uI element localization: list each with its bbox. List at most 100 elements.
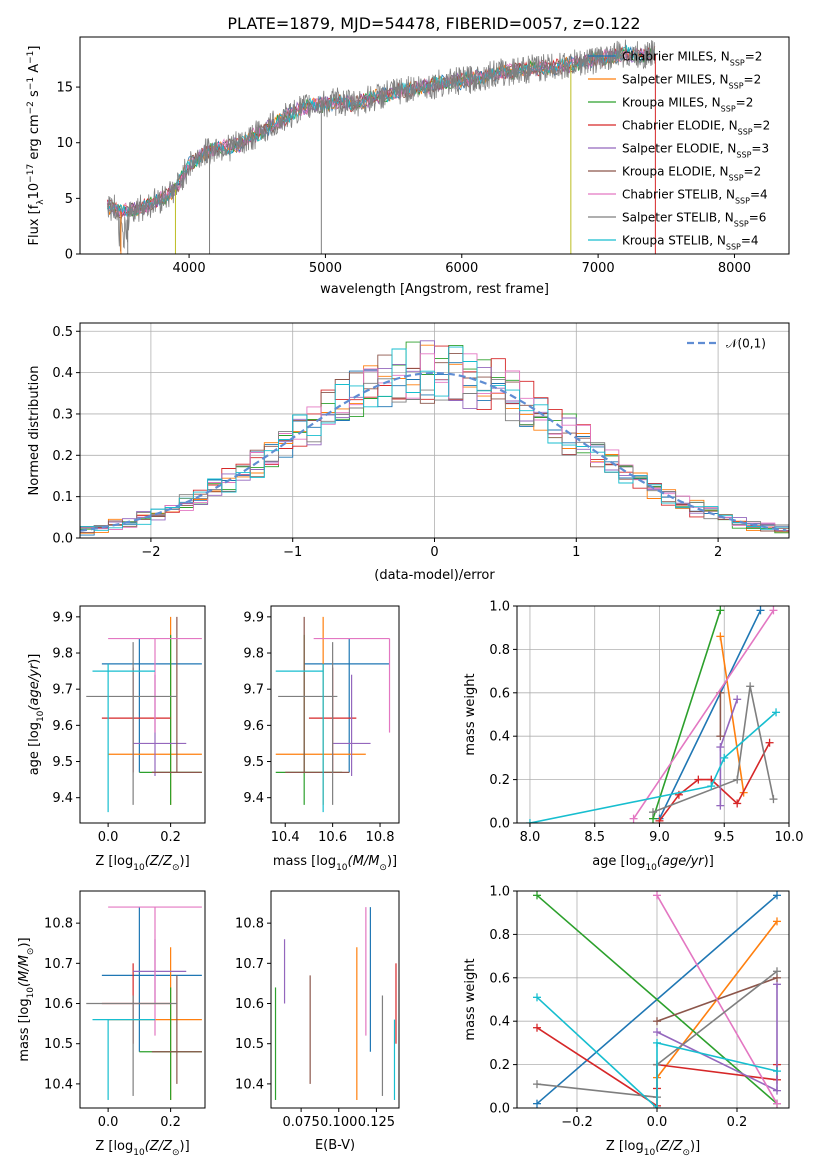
spectrum-ytick-label: 5: [65, 192, 73, 207]
legend-entry-label: Salpeter STELIB, N: [622, 211, 734, 225]
residuals-ytick-label: 0.0: [52, 532, 73, 547]
spectrum-ylabel-part: −17: [26, 164, 36, 183]
age-vs-Z-ytick-label: 9.9: [52, 610, 73, 625]
age-vs-mass-xtick-label: 10.8: [366, 830, 395, 845]
mass-vs-Z-ytick-label: 10.6: [44, 997, 73, 1012]
weight-vs-age-ytick-label: 1.0: [489, 600, 510, 615]
weight-vs-age-xlabel-part: (age/yr: [657, 854, 705, 869]
weight-vs-Z-xlabel-part: (Z/Z: [655, 1139, 683, 1154]
legend-entry-value: =4: [741, 234, 759, 248]
age-vs-mass-ytick-label: 9.9: [243, 610, 264, 625]
model-spectrum-line: [106, 47, 656, 220]
spectrum-ylabel-part: Flux [f: [27, 204, 42, 245]
residuals-ytick-label: 0.2: [52, 449, 73, 464]
mass-vs-ebv-xlabel: E(B-V): [315, 1138, 355, 1153]
mass-vs-Z-xtick-label: 0.2: [160, 1115, 181, 1130]
spectrum-xtick-label: 5000: [309, 261, 342, 276]
age-vs-mass-plot-area: [275, 616, 391, 813]
weight-vs-age-xlabel: age [log10(age/yr)]: [592, 854, 714, 873]
weight-vs-age-xtick-label: 8.5: [584, 830, 605, 845]
legend-entry-subscript: SSP: [738, 127, 753, 136]
legend-entry-value: =2: [744, 73, 762, 87]
weight-vs-age-ytick-label: 0.4: [489, 730, 510, 745]
weight-Z-line: [656, 894, 778, 1105]
legend-entry-value: =2: [753, 119, 771, 133]
mass-vs-Z-ytick-label: 10.4: [44, 1077, 73, 1092]
age-vs-Z-xlabel: Z [log10(Z/Z⊙)]: [95, 854, 189, 873]
age-vs-mass-frame: [270, 605, 400, 824]
mass-vs-Z-xtick-label: 0.0: [98, 1115, 119, 1130]
weight-Z-line: [536, 894, 778, 1105]
weight-vs-Z-frame: [516, 890, 790, 1109]
weight-age-line: [652, 686, 775, 813]
weight-vs-Z-ylabel: mass weight: [463, 958, 478, 1040]
mass-vs-Z-plot-area: [86, 906, 202, 1100]
residuals-ytick-label: 0.5: [52, 325, 73, 340]
weight-vs-age-xtick-label: 10.0: [775, 830, 804, 845]
mass-vs-ebv-ytick-label: 10.4: [235, 1077, 264, 1092]
age-vs-Z-xlabel-part: log: [113, 854, 133, 869]
age-vs-mass-xlabel-part: (M/M: [348, 854, 380, 869]
age-vs-Z-plot-area: [86, 616, 202, 813]
residuals-xtick-label: 0: [430, 545, 438, 560]
weight-vs-age-ytick-label: 0.2: [489, 773, 510, 788]
age-vs-Z-panel: 0.0 0.29.49.59.69.79.89.9Z [log10(Z/Z⊙)]a…: [27, 605, 206, 873]
age-vs-mass-ytick-label: 9.6: [243, 719, 264, 734]
age-vs-mass-xtick-label: 10.6: [318, 830, 347, 845]
mass-vs-Z-ylabel-part: log: [17, 998, 32, 1018]
age-vs-mass-xlabel-part: )]: [387, 854, 397, 869]
mass-vs-Z-ytick-label: 10.8: [44, 917, 73, 932]
residuals-frame: [79, 322, 790, 539]
age-vs-mass-xlabel-part: mass [: [273, 854, 316, 869]
spectrum-xtick-label: 8000: [718, 261, 751, 276]
age-vs-Z-ylabel-part: age [: [27, 742, 42, 775]
legend-entry: Kroupa STELIB, NSSP=4: [622, 234, 759, 252]
age-vs-mass-xlabel-part: 10: [336, 863, 348, 873]
residuals-panel: −2 −1 0 1 2 0.0 0.1 0.2 0.3 0.4 0.5 (data-model)/er…: [27, 322, 790, 583]
legend-entry: Salpeter ELODIE, NSSP=3: [622, 142, 769, 160]
age-vs-Z-xlabel-part: 10: [133, 863, 145, 873]
residuals-ylabel: Normed distribution: [27, 366, 42, 496]
spectrum-ylabel-part: A: [27, 64, 42, 77]
weight-vs-Z-xtick-label: 0.2: [727, 1115, 748, 1130]
legend-entry-value: =3: [751, 142, 769, 156]
mass-vs-Z-ylabel-part: ⊙: [26, 948, 36, 956]
mass-vs-ebv-frame: [270, 890, 400, 1109]
weight-vs-Z-xlabel: Z [log10(Z/Z⊙)]: [606, 1139, 700, 1158]
legend-entry-value: =2: [745, 50, 763, 64]
age-vs-Z-xlabel-part: (Z/Z: [145, 854, 173, 869]
weight-vs-age-panel: 8.0 8.5 9.0 9.5 10.0 0.0 0.2 0.4 0.6 0.8 1.0 age [l…: [463, 600, 803, 874]
legend-entry-subscript: SSP: [736, 150, 751, 159]
spectrum-ylabel-part: −2: [26, 101, 36, 114]
spectrum-ytick-label: 10: [56, 136, 73, 151]
age-vs-Z-ylabel-part: )]: [27, 654, 42, 664]
age-vs-mass-xlabel-part: ⊙: [379, 863, 387, 873]
age-vs-Z-xtick-label: 0.0: [98, 830, 119, 845]
mass-vs-Z-ylabel-part: )]: [17, 937, 32, 947]
legend-entry-subscript: SSP: [729, 81, 744, 90]
weight-vs-Z-ytick-label: 0.6: [489, 971, 510, 986]
mass-vs-Z-ylabel-part: mass [: [17, 1018, 32, 1061]
weight-vs-age-xlabel-part: 10: [645, 863, 657, 873]
weight-age-line: [658, 609, 762, 820]
legend-entry-label: Salpeter ELODIE, N: [622, 142, 736, 156]
normal-reference-curve: [80, 372, 787, 532]
legend-entry: Chabrier ELODIE, NSSP=2: [622, 119, 770, 137]
spectrum-xlabel: wavelength [Angstrom, rest frame]: [320, 282, 549, 297]
legend-entry-subscript: SSP: [730, 58, 745, 67]
age-vs-Z-xtick-label: 0.2: [160, 830, 181, 845]
spectrum-ylabel: Flux [fλ10−17 erg cm−2 s−1 A−1]: [26, 46, 46, 246]
spectrum-ytick-label: 15: [56, 81, 73, 96]
legend-entry-label: Chabrier STELIB, N: [622, 188, 735, 202]
mass-vs-ebv-xtick-label: 0.075: [283, 1115, 320, 1130]
spectrum-panel: 4000 5000 6000 7000 8000 0 5 10 15 wavelength [An…: [26, 36, 790, 297]
legend-entry: Kroupa MILES, NSSP=2: [622, 96, 753, 114]
residuals-xtick-label: 2: [714, 545, 722, 560]
legend-entry-value: =2: [736, 96, 754, 110]
mass-vs-ebv-xtick-label: 0.125: [358, 1115, 395, 1130]
age-vs-mass-xtick-label: 10.4: [271, 830, 300, 845]
mass-vs-Z-ylabel-part: 10: [26, 987, 36, 999]
spectrum-xtick-label: 6000: [445, 261, 478, 276]
mass-vs-ebv-ytick-label: 10.6: [235, 997, 264, 1012]
